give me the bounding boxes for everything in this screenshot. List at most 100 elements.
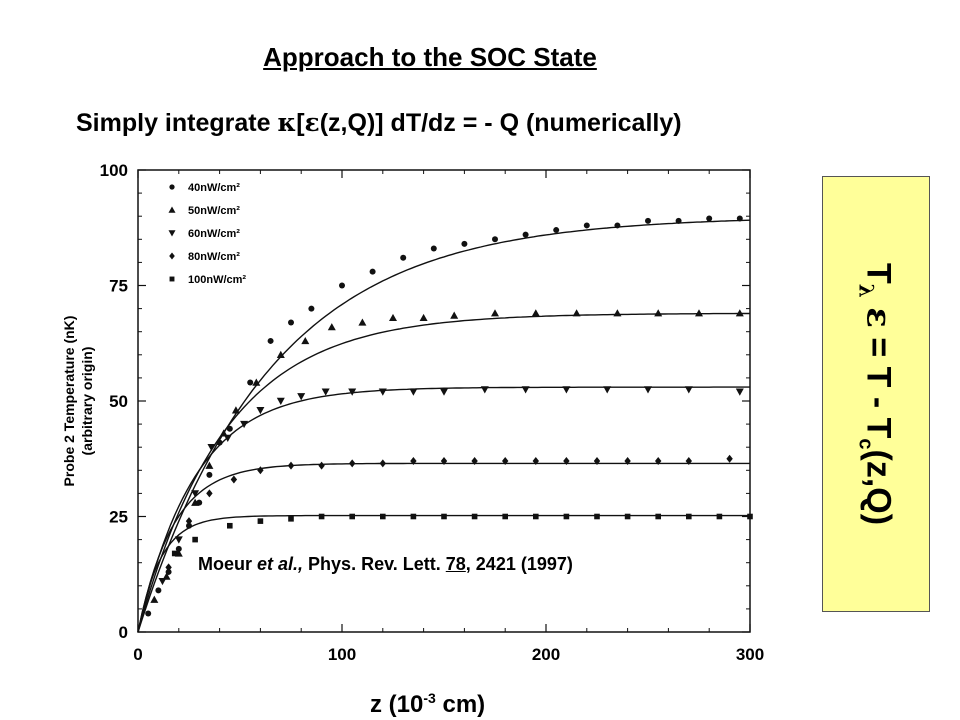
citation-volume: 78: [445, 554, 466, 574]
point-s3-4: [257, 466, 264, 475]
point-s2-6: [256, 407, 265, 415]
eq-T: T: [859, 262, 898, 284]
eq-lambda: λ: [854, 283, 879, 298]
point-s2-19: [684, 386, 693, 394]
point-s0-15: [400, 254, 407, 261]
point-s4-11: [502, 513, 508, 520]
point-s2-12: [409, 388, 418, 396]
point-s4-9: [441, 513, 447, 520]
point-s3-14: [563, 457, 570, 466]
point-s0-21: [583, 222, 590, 229]
point-s2-5: [240, 420, 249, 429]
point-s4-1: [192, 536, 198, 543]
point-s0-26: [736, 215, 743, 222]
point-s4-18: [716, 513, 723, 520]
point-s2-8: [297, 393, 306, 401]
point-s1-12: [389, 313, 397, 322]
point-s1-18: [613, 309, 622, 317]
point-s1-10: [327, 323, 336, 331]
point-s4-13: [563, 513, 570, 520]
point-s1-11: [358, 318, 367, 326]
point-s1-17: [572, 309, 581, 317]
point-s0-13: [339, 282, 345, 289]
point-s4-2: [227, 522, 233, 529]
point-s0-18: [492, 236, 498, 243]
point-s2-15: [521, 386, 530, 394]
x-tick-label-0: 0: [133, 645, 142, 664]
point-s0-19: [522, 231, 529, 238]
point-s1-6: [231, 406, 240, 414]
eq-c: c: [854, 438, 877, 450]
point-s0-3: [175, 545, 182, 552]
point-s0-24: [675, 217, 682, 224]
point-s1-13: [419, 313, 428, 322]
subtitle-prefix: Simply integrate: [76, 109, 278, 137]
legend-label-0: 40nW/cm²: [188, 182, 240, 194]
point-s0-20: [553, 227, 560, 234]
point-s3-15: [593, 457, 601, 466]
x-tick-label-1: 100: [328, 645, 356, 664]
point-s0-11: [288, 319, 294, 326]
point-s2-0: [158, 577, 167, 586]
eq-epsilon: ε: [858, 307, 899, 328]
point-s1-9: [301, 336, 310, 345]
eq-zq: (z,Q): [859, 449, 898, 526]
fit-curve-0: [137, 219, 751, 633]
point-s3-18: [685, 457, 692, 466]
data-points: [145, 215, 753, 617]
point-s1-1: [162, 572, 171, 580]
point-s1-8: [276, 350, 285, 358]
xlabel-exponent: -3: [423, 690, 436, 706]
legend-marker-0: [169, 184, 175, 190]
y-tick-label-1: 25: [109, 508, 128, 527]
eq-rhs: = T - T: [859, 327, 898, 439]
point-s3-17: [655, 457, 662, 466]
point-s4-0: [171, 550, 178, 557]
xlabel-suffix: cm): [435, 691, 486, 718]
point-s4-19: [747, 513, 753, 520]
point-s1-4: [205, 461, 214, 469]
point-s3-7: [349, 459, 356, 468]
point-s2-7: [276, 397, 285, 405]
point-s4-14: [594, 513, 600, 520]
point-s4-10: [471, 513, 478, 520]
legend-label-3: 80nW/cm²: [188, 251, 240, 263]
point-s2-1: [174, 536, 183, 544]
subtitle-rest: (z,Q)] dT/dz = - Q (numerically): [319, 109, 682, 137]
point-s2-2: [191, 490, 200, 498]
y-tick-label-0: 0: [119, 623, 128, 642]
point-s0-14: [369, 268, 376, 275]
subtitle-open-bracket: [: [296, 109, 305, 137]
point-s1-3: [191, 498, 200, 506]
point-s2-20: [735, 388, 744, 396]
plot-axes: 0 100 200 300 0 25 50 75 100: [100, 161, 765, 664]
point-s1-14: [450, 311, 459, 319]
reduced-temperature-box: Tλ ε = T - Tc(z,Q): [822, 176, 930, 612]
point-s3-10: [440, 457, 448, 466]
point-s1-20: [695, 309, 703, 317]
point-s3-11: [471, 457, 478, 466]
citation-pages: , 2421 (1997): [465, 554, 573, 574]
point-s0-9: [247, 379, 254, 386]
slide-subtitle: Simply integrate κ[ε(z,Q)] dT/dz = - Q (…: [76, 108, 682, 138]
point-s4-5: [318, 513, 325, 520]
point-s4-15: [624, 513, 631, 520]
point-s2-11: [378, 388, 387, 396]
legend-marker-4: [169, 276, 175, 282]
point-s2-4: [223, 434, 232, 442]
point-s2-16: [562, 386, 571, 394]
point-s0-1: [155, 587, 162, 594]
point-s2-17: [603, 386, 612, 394]
point-s0-0: [145, 610, 152, 617]
point-s2-13: [440, 388, 448, 396]
point-s1-16: [531, 309, 540, 317]
point-s3-5: [287, 461, 295, 470]
point-s3-2: [206, 489, 213, 498]
point-s0-17: [461, 240, 468, 247]
point-s4-8: [410, 513, 417, 520]
x-axis-label: z (10-3 cm): [370, 690, 485, 719]
point-s0-22: [614, 222, 621, 229]
x-tick-label-3: 300: [736, 645, 764, 664]
point-s0-25: [706, 215, 713, 222]
temperature-chart: 0 100 200 300 0 25 50 75 100 40nW/cm² 50nW/cm² 60n…: [61, 161, 765, 664]
